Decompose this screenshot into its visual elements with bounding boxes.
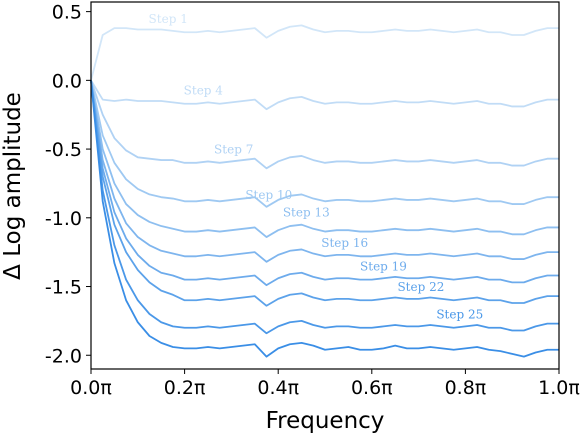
plot-frame — [90, 1, 560, 370]
series-label: Step 10 — [245, 188, 292, 202]
y-axis-label: Δ Log amplitude — [0, 92, 26, 280]
series-label: Step 1 — [149, 12, 188, 26]
x-tick-label: 0.8π — [445, 377, 487, 399]
series-line — [90, 80, 559, 287]
y-axis: 0.5 0.0 -0.5 -1.0 -1.5 -2.0 — [45, 2, 91, 367]
series-line — [90, 80, 559, 358]
series-label-group: Step 1 Step 4 Step 7 Step 10 Step 13 Step 16 S… — [149, 12, 484, 321]
y-tick-label: -1.0 — [45, 208, 82, 230]
series-line — [90, 24, 559, 81]
series-line — [90, 80, 559, 170]
series-group — [90, 24, 559, 358]
series-label: Step 25 — [436, 307, 483, 321]
x-tick-label: 0.0π — [70, 377, 112, 399]
x-tick-label: 0.6π — [351, 377, 393, 399]
y-tick-label: -2.0 — [45, 345, 82, 367]
y-tick-label: -1.5 — [45, 277, 82, 299]
x-tick-label: 0.4π — [257, 377, 299, 399]
series-line — [90, 80, 559, 335]
y-tick-label: 0.0 — [52, 70, 82, 92]
series-label: Step 4 — [184, 83, 224, 97]
y-tick-label: -0.5 — [45, 139, 82, 161]
series-line — [90, 79, 559, 111]
series-line — [90, 80, 559, 238]
x-tick-label: 0.2π — [164, 377, 206, 399]
series-line — [90, 80, 559, 263]
y-tick-label: 0.5 — [52, 2, 82, 24]
series-label: Step 13 — [283, 206, 330, 220]
x-axis: 0.0π 0.2π 0.4π 0.6π 0.8π 1.0π — [70, 369, 580, 399]
series-line — [90, 80, 559, 208]
series-line — [90, 80, 559, 307]
series-label: Step 19 — [360, 259, 407, 273]
series-label: Step 7 — [214, 142, 253, 156]
x-axis-label: Frequency — [266, 408, 385, 434]
x-tick-label: 1.0π — [538, 377, 580, 399]
series-label: Step 22 — [397, 280, 444, 294]
series-label: Step 16 — [321, 236, 368, 250]
